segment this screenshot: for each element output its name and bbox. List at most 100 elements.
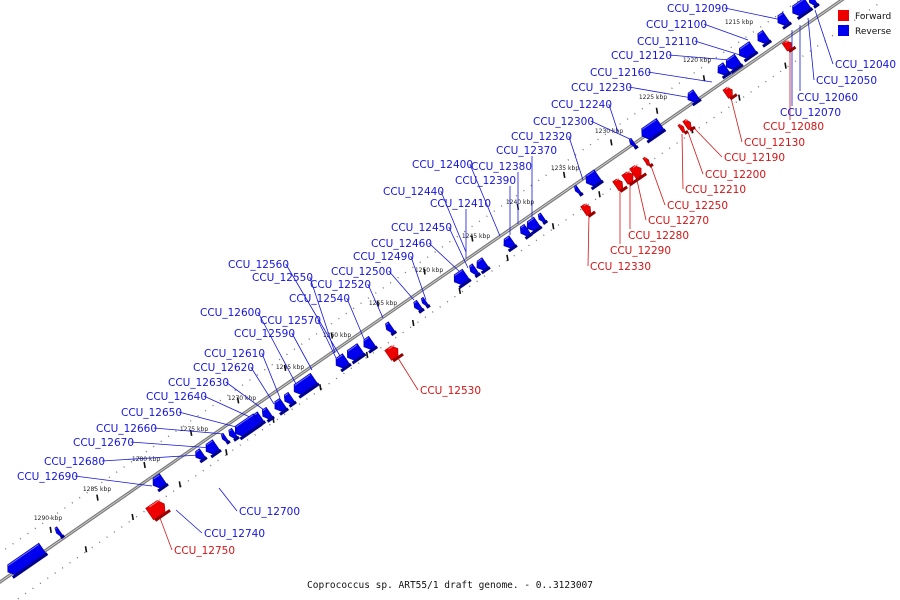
gene-label-ccu-12370[interactable]: CCU_12370 xyxy=(496,145,557,157)
gene-label-ccu-12280[interactable]: CCU_12280 xyxy=(628,230,689,242)
gene-label-ccu-12650[interactable]: CCU_12650 xyxy=(121,407,182,419)
reverse-gene[interactable] xyxy=(536,212,549,226)
reverse-gene[interactable] xyxy=(383,321,398,337)
reverse-gene[interactable] xyxy=(573,184,584,198)
reverse-gene[interactable] xyxy=(260,406,275,424)
reverse-gene[interactable] xyxy=(193,448,208,464)
gene-label-ccu-12210[interactable]: CCU_12210 xyxy=(685,184,746,196)
forward-gene[interactable] xyxy=(781,38,797,53)
reverse-gene[interactable] xyxy=(4,542,49,580)
gene-label-ccu-12240[interactable]: CCU_12240 xyxy=(551,99,612,111)
gene-label-ccu-12600[interactable]: CCU_12600 xyxy=(200,307,261,319)
gene-label-ccu-12380[interactable]: CCU_12380 xyxy=(471,161,532,173)
gene-label-ccu-12270[interactable]: CCU_12270 xyxy=(648,215,709,227)
reverse-gene[interactable] xyxy=(54,526,66,540)
reverse-gene[interactable] xyxy=(474,257,491,275)
gene-label-ccu-12520[interactable]: CCU_12520 xyxy=(310,279,371,291)
gene-label-ccu-12630[interactable]: CCU_12630 xyxy=(168,377,229,389)
gene-label-ccu-12530[interactable]: CCU_12530 xyxy=(420,385,481,397)
gene-label-ccu-12330[interactable]: CCU_12330 xyxy=(590,261,651,273)
gene-label-ccu-12700[interactable]: CCU_12700 xyxy=(239,506,300,518)
forward-gene[interactable] xyxy=(677,123,689,136)
forward-gene[interactable] xyxy=(612,177,628,194)
reverse-gene[interactable] xyxy=(685,89,702,107)
gene-label-ccu-12300[interactable]: CCU_12300 xyxy=(533,116,594,128)
gene-label-ccu-12230[interactable]: CCU_12230 xyxy=(571,82,632,94)
reverse-gene[interactable] xyxy=(282,391,297,409)
reverse-gene[interactable] xyxy=(203,439,222,459)
reverse-gene[interactable] xyxy=(789,0,814,21)
reverse-gene[interactable] xyxy=(150,473,169,493)
gene-label-ccu-12560[interactable]: CCU_12560 xyxy=(228,259,289,271)
gene-label-ccu-12070[interactable]: CCU_12070 xyxy=(780,107,841,119)
gene-label-ccu-12490[interactable]: CCU_12490 xyxy=(353,251,414,263)
forward-gene[interactable] xyxy=(642,156,654,169)
gene-label-ccu-12750[interactable]: CCU_12750 xyxy=(174,545,235,557)
gene-label-ccu-12040[interactable]: CCU_12040 xyxy=(835,59,896,71)
gene-label-ccu-12080[interactable]: CCU_12080 xyxy=(763,121,824,133)
reverse-gene[interactable] xyxy=(501,235,518,253)
gene-label-ccu-12450[interactable]: CCU_12450 xyxy=(391,222,452,234)
reverse-gene[interactable] xyxy=(638,118,667,144)
forward-gene[interactable] xyxy=(629,163,648,182)
reverse-gene[interactable] xyxy=(333,353,352,373)
gene-label-ccu-12460[interactable]: CCU_12460 xyxy=(371,238,432,250)
gene-label-ccu-12610[interactable]: CCU_12610 xyxy=(204,348,265,360)
gene-label-ccu-12060[interactable]: CCU_12060 xyxy=(797,92,858,104)
reverse-gene[interactable] xyxy=(451,268,472,290)
reverse-gene[interactable] xyxy=(774,11,793,31)
gene-label-ccu-12120[interactable]: CCU_12120 xyxy=(611,50,672,62)
gene-label-ccu-12690[interactable]: CCU_12690 xyxy=(17,471,78,483)
reverse-gene[interactable] xyxy=(360,335,379,355)
gene-label-ccu-12590[interactable]: CCU_12590 xyxy=(234,328,295,340)
reverse-gene[interactable] xyxy=(723,53,744,75)
reverse-gene[interactable] xyxy=(220,432,231,446)
gene-label-ccu-12110[interactable]: CCU_12110 xyxy=(637,36,698,48)
gene-label-ccu-12320[interactable]: CCU_12320 xyxy=(511,131,572,143)
reverse-gene[interactable] xyxy=(807,0,820,9)
reverse-gene[interactable] xyxy=(524,216,543,235)
gene-label-ccu-12570[interactable]: CCU_12570 xyxy=(260,315,321,327)
reverse-gene[interactable] xyxy=(412,299,425,315)
reverse-gene[interactable] xyxy=(227,427,240,443)
gene-label-ccu-12190[interactable]: CCU_12190 xyxy=(724,152,785,164)
forward-gene[interactable] xyxy=(580,202,596,219)
gene-label-ccu-12550[interactable]: CCU_12550 xyxy=(252,272,313,284)
reverse-gene[interactable] xyxy=(467,263,482,279)
gene-label-ccu-12410[interactable]: CCU_12410 xyxy=(430,198,491,210)
gene-label-ccu-12130[interactable]: CCU_12130 xyxy=(744,137,805,149)
gene-label-ccu-12670[interactable]: CCU_12670 xyxy=(73,437,134,449)
gene-label-ccu-12160[interactable]: CCU_12160 xyxy=(590,67,651,79)
reverse-gene[interactable] xyxy=(344,343,367,365)
reverse-gene[interactable] xyxy=(628,137,639,151)
gene-label-ccu-12660[interactable]: CCU_12660 xyxy=(96,423,157,435)
reverse-gene[interactable] xyxy=(583,169,604,191)
gene-label-ccu-12400[interactable]: CCU_12400 xyxy=(412,159,473,171)
gene-label-ccu-12680[interactable]: CCU_12680 xyxy=(44,456,105,468)
gene-label-ccu-12290[interactable]: CCU_12290 xyxy=(610,245,671,257)
reverse-gene[interactable] xyxy=(754,29,773,49)
gene-label-ccu-12500[interactable]: CCU_12500 xyxy=(331,266,392,278)
reverse-gene[interactable] xyxy=(736,41,759,63)
reverse-gene[interactable] xyxy=(518,223,533,241)
gene-label-ccu-12200[interactable]: CCU_12200 xyxy=(705,169,766,181)
forward-gene[interactable] xyxy=(621,169,639,187)
forward-gene[interactable] xyxy=(722,85,738,101)
reverse-gene[interactable] xyxy=(420,296,431,310)
forward-gene[interactable] xyxy=(384,343,404,363)
reverse-gene[interactable] xyxy=(715,62,732,80)
forward-gene[interactable] xyxy=(682,118,696,133)
gene-label-ccu-12540[interactable]: CCU_12540 xyxy=(289,293,350,305)
gene-label-ccu-12250[interactable]: CCU_12250 xyxy=(667,200,728,212)
gene-label-ccu-12090[interactable]: CCU_12090 xyxy=(667,3,728,15)
gene-label-ccu-12620[interactable]: CCU_12620 xyxy=(193,362,254,374)
forward-gene[interactable] xyxy=(145,498,171,523)
reverse-gene[interactable] xyxy=(271,397,290,417)
reverse-gene[interactable] xyxy=(232,413,263,441)
gene-label-ccu-12640[interactable]: CCU_12640 xyxy=(146,391,207,403)
gene-label-ccu-12740[interactable]: CCU_12740 xyxy=(204,528,265,540)
gene-label-ccu-12440[interactable]: CCU_12440 xyxy=(383,186,444,198)
reverse-gene[interactable] xyxy=(252,411,267,427)
gene-label-ccu-12100[interactable]: CCU_12100 xyxy=(646,19,707,31)
reverse-gene[interactable] xyxy=(291,372,320,400)
